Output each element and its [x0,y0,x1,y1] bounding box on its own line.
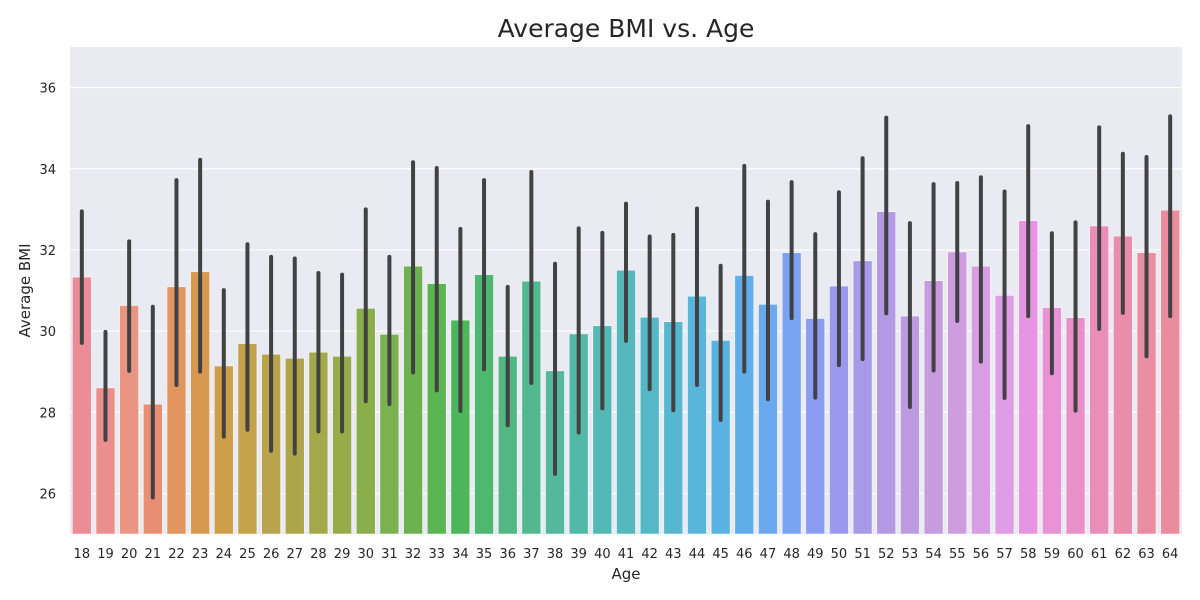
x-tick-label: 24 [216,547,233,562]
y-tick-label: 32 [39,244,56,259]
x-tick-label: 36 [499,547,516,562]
x-tick-label: 40 [594,547,611,562]
x-tick-label: 25 [239,547,256,562]
x-tick-label: 46 [736,547,753,562]
y-tick-label: 36 [39,82,56,97]
x-tick-label: 18 [74,547,91,562]
x-tick-label: 28 [310,547,327,562]
x-tick-label: 59 [1044,547,1061,562]
x-tick-label: 64 [1162,547,1179,562]
x-tick-label: 29 [334,547,351,562]
x-tick-label: 47 [760,547,777,562]
x-tick-label: 53 [902,547,919,562]
x-tick-label: 26 [263,547,280,562]
x-tick-label: 42 [641,547,658,562]
x-tick-label: 34 [452,547,469,562]
x-tick-label: 20 [121,547,138,562]
x-tick-label: 63 [1138,547,1155,562]
y-tick-label: 30 [39,325,56,340]
chart-title: Average BMI vs. Age [498,14,755,43]
x-tick-label: 58 [1020,547,1037,562]
x-tick-label: 61 [1091,547,1108,562]
x-tick-label: 60 [1067,547,1084,562]
x-tick-label: 32 [405,547,422,562]
x-tick-label: 50 [831,547,848,562]
y-tick-label: 26 [39,487,56,502]
x-tick-label: 35 [476,547,493,562]
x-tick-label: 41 [618,547,635,562]
x-tick-label: 44 [689,547,706,562]
x-tick-label: 39 [570,547,587,562]
x-tick-label: 27 [286,547,303,562]
x-tick-label: 51 [854,547,871,562]
error-bars [79,114,1173,500]
x-tick-labels: 18 19 20 21 22 23 24 25 26 27 28 29 30 31 32 33 34 35 36 37… [74,547,1179,562]
x-tick-label: 19 [97,547,114,562]
x-tick-label: 22 [168,547,185,562]
x-tick-label: 56 [973,547,990,562]
x-tick-label: 21 [145,547,162,562]
x-tick-label: 23 [192,547,209,562]
x-tick-label: 55 [949,547,966,562]
x-tick-label: 37 [523,547,540,562]
x-axis-label: Age [611,565,640,583]
x-tick-label: 45 [712,547,729,562]
x-tick-label: 31 [381,547,398,562]
x-tick-label: 33 [428,547,445,562]
x-tick-label: 57 [996,547,1013,562]
x-tick-label: 54 [925,547,942,562]
bars [72,209,1180,535]
x-tick-label: 62 [1115,547,1132,562]
x-tick-label: 43 [665,547,682,562]
x-tick-label: 38 [547,547,564,562]
x-tick-label: 52 [878,547,895,562]
y-tick-labels: 26 28 30 32 34 36 [39,82,56,503]
x-tick-label: 48 [783,547,800,562]
x-tick-label: 49 [807,547,824,562]
y-tick-label: 34 [39,163,56,178]
x-tick-label: 30 [357,547,374,562]
y-tick-label: 28 [39,406,56,421]
y-axis-label: Average BMI [16,243,34,337]
